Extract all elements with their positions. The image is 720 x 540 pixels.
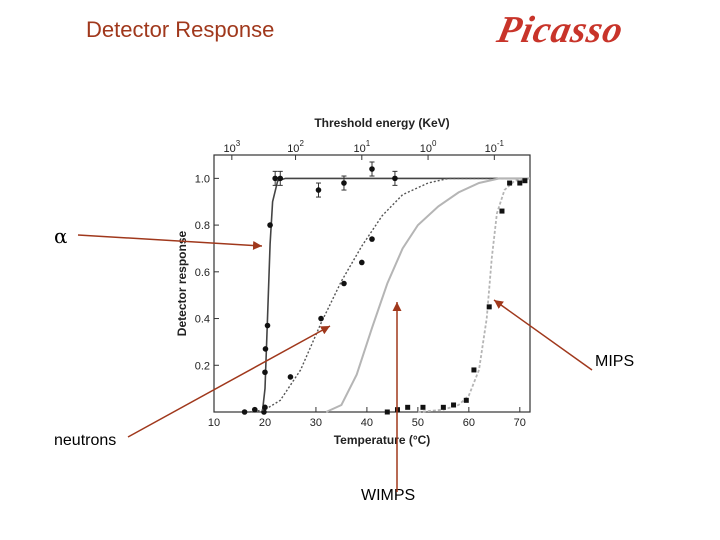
x-tick-label: 20 [259, 417, 271, 429]
series-4-point [522, 178, 528, 184]
series-4-point [420, 404, 426, 410]
series-4-point [499, 208, 505, 214]
mips-label: MIPS [595, 353, 635, 370]
series-1-point [264, 322, 271, 329]
series-1-point [272, 175, 278, 182]
series-2-point [287, 374, 294, 380]
mips-arrow [493, 299, 593, 371]
alpha-label: α [54, 224, 68, 248]
series-1-curve [261, 177, 530, 413]
series-4-point [486, 304, 492, 310]
top-tick-label: 10-1 [485, 139, 505, 155]
series-1-point [262, 346, 269, 352]
top-axis-title: Threshold energy (KeV) [314, 116, 449, 130]
alpha-arrow [77, 234, 263, 250]
series-1-point [262, 369, 268, 376]
series-4-point [405, 404, 411, 410]
series-4-point [471, 367, 477, 373]
series-2-point [318, 315, 324, 322]
series-4-point [463, 397, 469, 403]
plot-frame [213, 154, 531, 413]
series-1-point [392, 175, 398, 182]
series-1-point [277, 175, 284, 182]
y-tick-label: 0.6 [195, 267, 210, 279]
y-tick-label: 0.4 [195, 314, 210, 326]
series-1-point [341, 180, 347, 186]
x-tick-label: 50 [412, 417, 424, 429]
x-tick-label: 30 [310, 417, 322, 429]
series-1-point [369, 166, 375, 172]
y-axis-title: Detector response [175, 230, 189, 336]
y-tick-label: 0.2 [195, 360, 210, 372]
series-4-curve [417, 177, 531, 413]
series-2-point [241, 409, 248, 415]
series-1-point [267, 222, 273, 228]
y-tick-label: 1.0 [195, 173, 210, 185]
series-4-point [440, 404, 446, 410]
series-4-point [384, 409, 390, 415]
slide-title: Detector Response [86, 17, 275, 42]
series-4-point [517, 180, 523, 186]
x-axis-title: Temperature (°C) [334, 433, 431, 447]
top-tick-label: 101 [353, 139, 370, 155]
x-tick-label: 70 [514, 417, 526, 429]
series-2-point [262, 404, 268, 411]
top-tick-label: 100 [420, 139, 437, 155]
neutrons-label: neutrons [54, 432, 117, 449]
series-3-curve [325, 177, 530, 413]
top-tick-label: 102 [287, 139, 304, 155]
y-tick-label: 0.8 [195, 220, 210, 232]
neutrons-arrow [127, 325, 331, 438]
series-2-curve [249, 177, 530, 413]
series-2-point [359, 259, 365, 266]
x-tick-label: 40 [361, 417, 373, 429]
x-tick-label: 60 [463, 417, 475, 429]
series-4-point [507, 180, 513, 186]
series-1-point [315, 187, 322, 193]
series-2-point [251, 406, 258, 413]
x-tick-label: 10 [208, 417, 220, 429]
wimps-label: WIMPS [361, 487, 416, 504]
series-2-point [341, 280, 347, 287]
series-2-point [369, 236, 375, 242]
top-tick-label: 103 [223, 139, 240, 155]
series-4-point [451, 402, 457, 408]
